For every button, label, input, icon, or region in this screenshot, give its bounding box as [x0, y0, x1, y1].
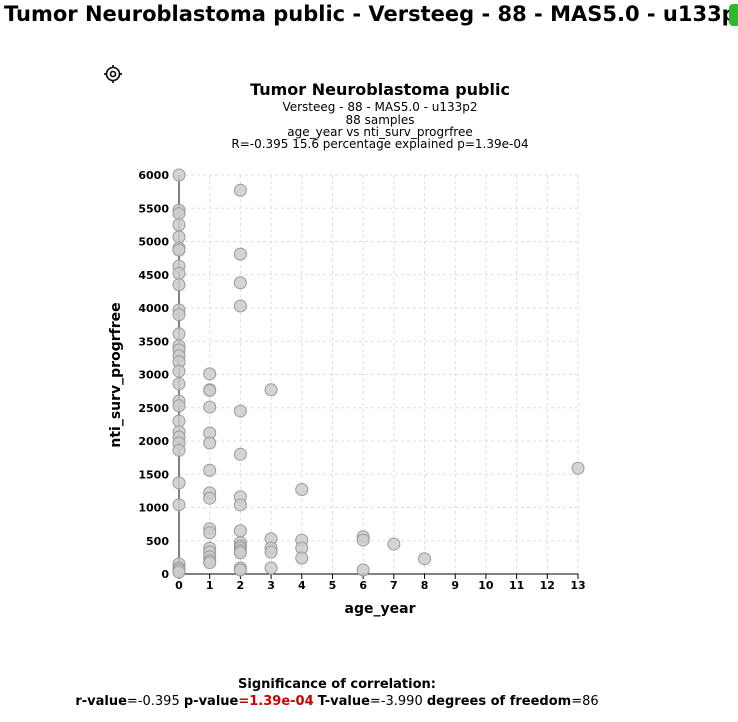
x-tick-label: 0 — [175, 579, 183, 592]
y-tick-label: 5000 — [138, 236, 169, 249]
point — [203, 526, 217, 540]
x-tick-label: 10 — [478, 579, 494, 592]
point — [172, 364, 186, 378]
chart-subtitle: 88 samples — [346, 113, 415, 127]
y-tick-label: 0 — [161, 568, 169, 581]
point — [203, 367, 217, 381]
point — [264, 545, 278, 559]
x-tick-label: 6 — [359, 579, 367, 592]
y-tick-label: 3000 — [138, 369, 169, 382]
point — [172, 476, 186, 490]
point — [233, 183, 247, 197]
point — [233, 276, 247, 290]
y-tick-label: 4000 — [138, 302, 169, 315]
chart-title: Tumor Neuroblastoma public — [250, 80, 510, 99]
point — [172, 327, 186, 341]
significance: Significance of correlation: r-value=-0.… — [0, 676, 674, 710]
point — [172, 168, 186, 182]
green-icon — [729, 4, 738, 26]
point — [233, 498, 247, 512]
point — [295, 483, 309, 497]
point — [172, 377, 186, 391]
x-tick-label: 3 — [267, 579, 275, 592]
point — [203, 463, 217, 477]
point — [387, 537, 401, 551]
y-tick-label: 6000 — [138, 169, 169, 182]
point — [295, 551, 309, 565]
point — [264, 383, 278, 397]
point — [233, 247, 247, 261]
point — [172, 565, 186, 579]
x-tick-label: 4 — [298, 579, 306, 592]
point — [571, 461, 585, 475]
y-tick-label: 3500 — [138, 335, 169, 348]
settings-icon[interactable] — [104, 65, 122, 83]
point — [203, 383, 217, 397]
point — [203, 400, 217, 414]
chart-subtitle: age_year vs nti_surv_progrfree — [287, 125, 472, 139]
point — [172, 230, 186, 244]
stat-label: r-value — [75, 694, 127, 709]
y-tick-label: 2000 — [138, 435, 169, 448]
stat-label: degrees of freedom — [426, 694, 572, 709]
point — [172, 278, 186, 292]
y-tick-label: 1000 — [138, 502, 169, 515]
stat-value: =-3.990 — [369, 694, 423, 709]
point — [233, 524, 247, 538]
stat-label: T-value — [317, 694, 370, 709]
chart-subtitle: Versteeg - 88 - MAS5.0 - u133p2 — [282, 100, 477, 114]
point — [203, 436, 217, 450]
y-tick-label: 1500 — [138, 468, 169, 481]
point — [172, 443, 186, 457]
point — [203, 491, 217, 505]
stat-label: p-value — [183, 694, 239, 709]
x-axis-label: age_year — [345, 601, 416, 617]
significance-title: Significance of correlation: — [238, 677, 436, 692]
point — [233, 546, 247, 560]
point — [418, 552, 432, 566]
y-tick-label: 2500 — [138, 402, 169, 415]
chart-subtitle: R=-0.395 15.6 percentage explained p=1.3… — [231, 137, 528, 151]
x-tick-label: 11 — [509, 579, 524, 592]
point — [172, 243, 186, 257]
point — [233, 404, 247, 418]
x-tick-label: 13 — [570, 579, 585, 592]
point — [264, 561, 278, 575]
x-tick-label: 12 — [540, 579, 555, 592]
x-tick-label: 1 — [206, 579, 214, 592]
point — [233, 563, 247, 577]
point — [172, 266, 186, 280]
x-tick-label: 2 — [237, 579, 245, 592]
y-tick-label: 4500 — [138, 269, 169, 282]
page-title: Tumor Neuroblastoma public - Versteeg - … — [4, 2, 738, 26]
point — [172, 308, 186, 322]
point — [356, 563, 370, 577]
y-tick-label: 500 — [146, 535, 169, 548]
x-tick-label: 9 — [451, 579, 459, 592]
point — [172, 498, 186, 512]
stat-value: =-0.395 — [126, 694, 180, 709]
x-tick-label: 8 — [421, 579, 429, 592]
y-tick-label: 5500 — [138, 202, 169, 215]
point — [172, 207, 186, 221]
x-tick-label: 5 — [329, 579, 337, 592]
stat-value: =1.39e-04 — [238, 694, 314, 709]
y-axis-label: nti_surv_progrfree — [108, 302, 124, 447]
point — [203, 556, 217, 570]
x-tick-label: 7 — [390, 579, 398, 592]
stat-value: =86 — [571, 694, 599, 709]
point — [172, 399, 186, 413]
point — [233, 299, 247, 313]
point — [356, 533, 370, 547]
point — [233, 447, 247, 461]
point — [172, 218, 186, 232]
